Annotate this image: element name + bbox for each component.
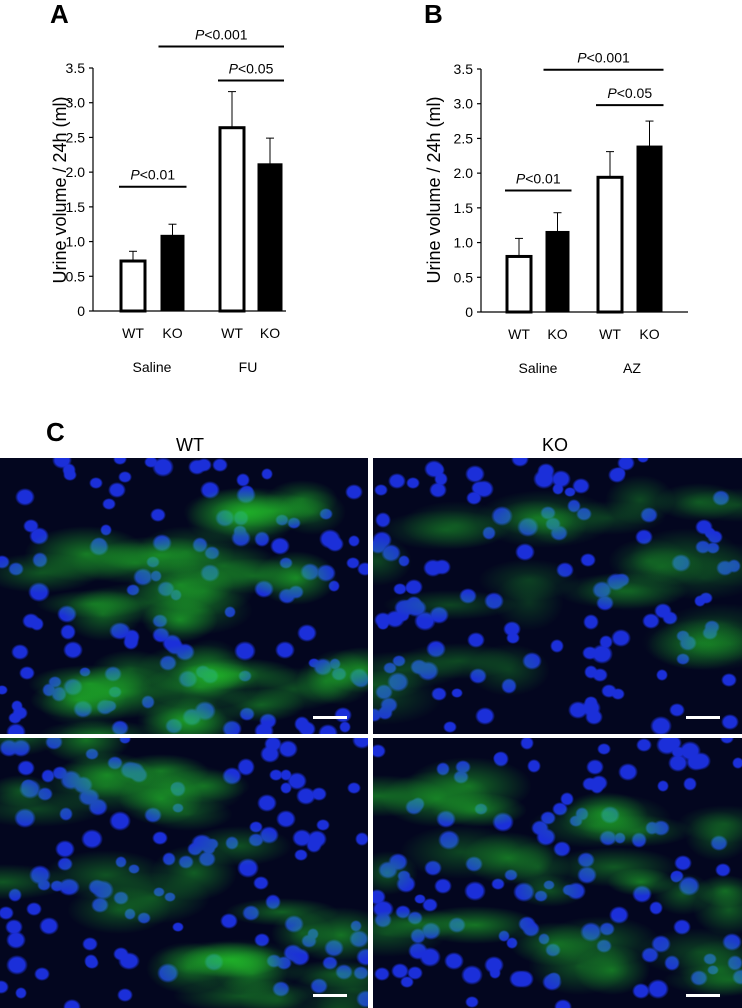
y-axis-label: Urine volume / 24h (ml) [50, 96, 70, 283]
y-tick-label: 1.5 [454, 200, 474, 216]
x-tick-label: KO [162, 325, 182, 341]
panel-letter-c: C [46, 417, 65, 447]
micrograph-image [373, 458, 742, 734]
y-axis-label: Urine volume / 24h (ml) [424, 96, 444, 283]
micrograph-column-label-wt: WT [176, 435, 204, 455]
x-tick-label: WT [508, 326, 530, 342]
y-tick-label: 1.0 [66, 234, 86, 250]
y-tick-label: 3.0 [66, 95, 86, 111]
y-tick-label: 0.5 [66, 268, 86, 284]
x-tick-label: WT [599, 326, 621, 342]
x-tick-label: KO [547, 326, 567, 342]
significance-label: P<0.001 [195, 26, 248, 42]
micrograph-image [0, 738, 368, 1008]
micrograph-wt-bottom [0, 738, 368, 1008]
panel-letter-a: A [50, 0, 69, 29]
bar [160, 234, 185, 312]
y-tick-label: 0 [77, 303, 85, 319]
bar-chart-b: 0 0.5 1.0 1.5 2.0 2.5 3.0 3.5 Urine volume / 24h… [424, 50, 688, 376]
y-tick-label: 2.5 [454, 130, 474, 146]
bar [636, 145, 663, 313]
bar [257, 163, 283, 312]
x-tick-label: WT [221, 325, 243, 341]
group-label: Saline [519, 360, 558, 376]
significance-label: P<0.01 [516, 171, 561, 187]
scale-bar [313, 994, 347, 997]
y-tick-label: 2.5 [66, 129, 86, 145]
micrograph-image [373, 738, 742, 1008]
group-label: Saline [133, 359, 172, 375]
y-tick-label: 2.0 [454, 165, 474, 181]
bar [545, 230, 570, 313]
x-tick-label: WT [122, 325, 144, 341]
y-tick-label: 3.5 [66, 60, 86, 76]
bar [596, 175, 624, 314]
scale-bar [686, 716, 720, 719]
y-tick-label: 1.5 [66, 199, 86, 215]
scale-bar [313, 716, 347, 719]
significance-label: P<0.05 [229, 60, 274, 76]
micrograph-ko-bottom [373, 738, 742, 1008]
significance-label: P<0.01 [130, 167, 175, 183]
y-tick-label: 1.0 [454, 235, 474, 251]
x-tick-label: KO [260, 325, 280, 341]
y-tick-label: 0 [465, 304, 473, 320]
bar-chart-a: 0 0.5 1.0 1.5 2.0 2.5 3.0 3.5 Urine volume / 24h… [50, 26, 286, 375]
significance-label: P<0.05 [607, 85, 652, 101]
micrograph-image [0, 458, 368, 734]
x-tick-label: KO [639, 326, 659, 342]
bar [505, 254, 533, 314]
y-tick-label: 3.0 [454, 96, 474, 112]
y-tick-label: 2.0 [66, 164, 86, 180]
y-tick-label: 0.5 [454, 269, 474, 285]
significance-label: P<0.001 [577, 50, 630, 66]
panel-letter-b: B [424, 0, 443, 29]
scale-bar [686, 994, 720, 997]
bar [218, 126, 246, 313]
y-tick-label: 3.5 [454, 61, 474, 77]
micrograph-ko-top [373, 458, 742, 734]
group-label: FU [239, 359, 258, 375]
group-label: AZ [623, 360, 641, 376]
micrograph-wt-top [0, 458, 368, 734]
bar [119, 259, 147, 313]
micrograph-column-label-ko: KO [541, 435, 568, 455]
